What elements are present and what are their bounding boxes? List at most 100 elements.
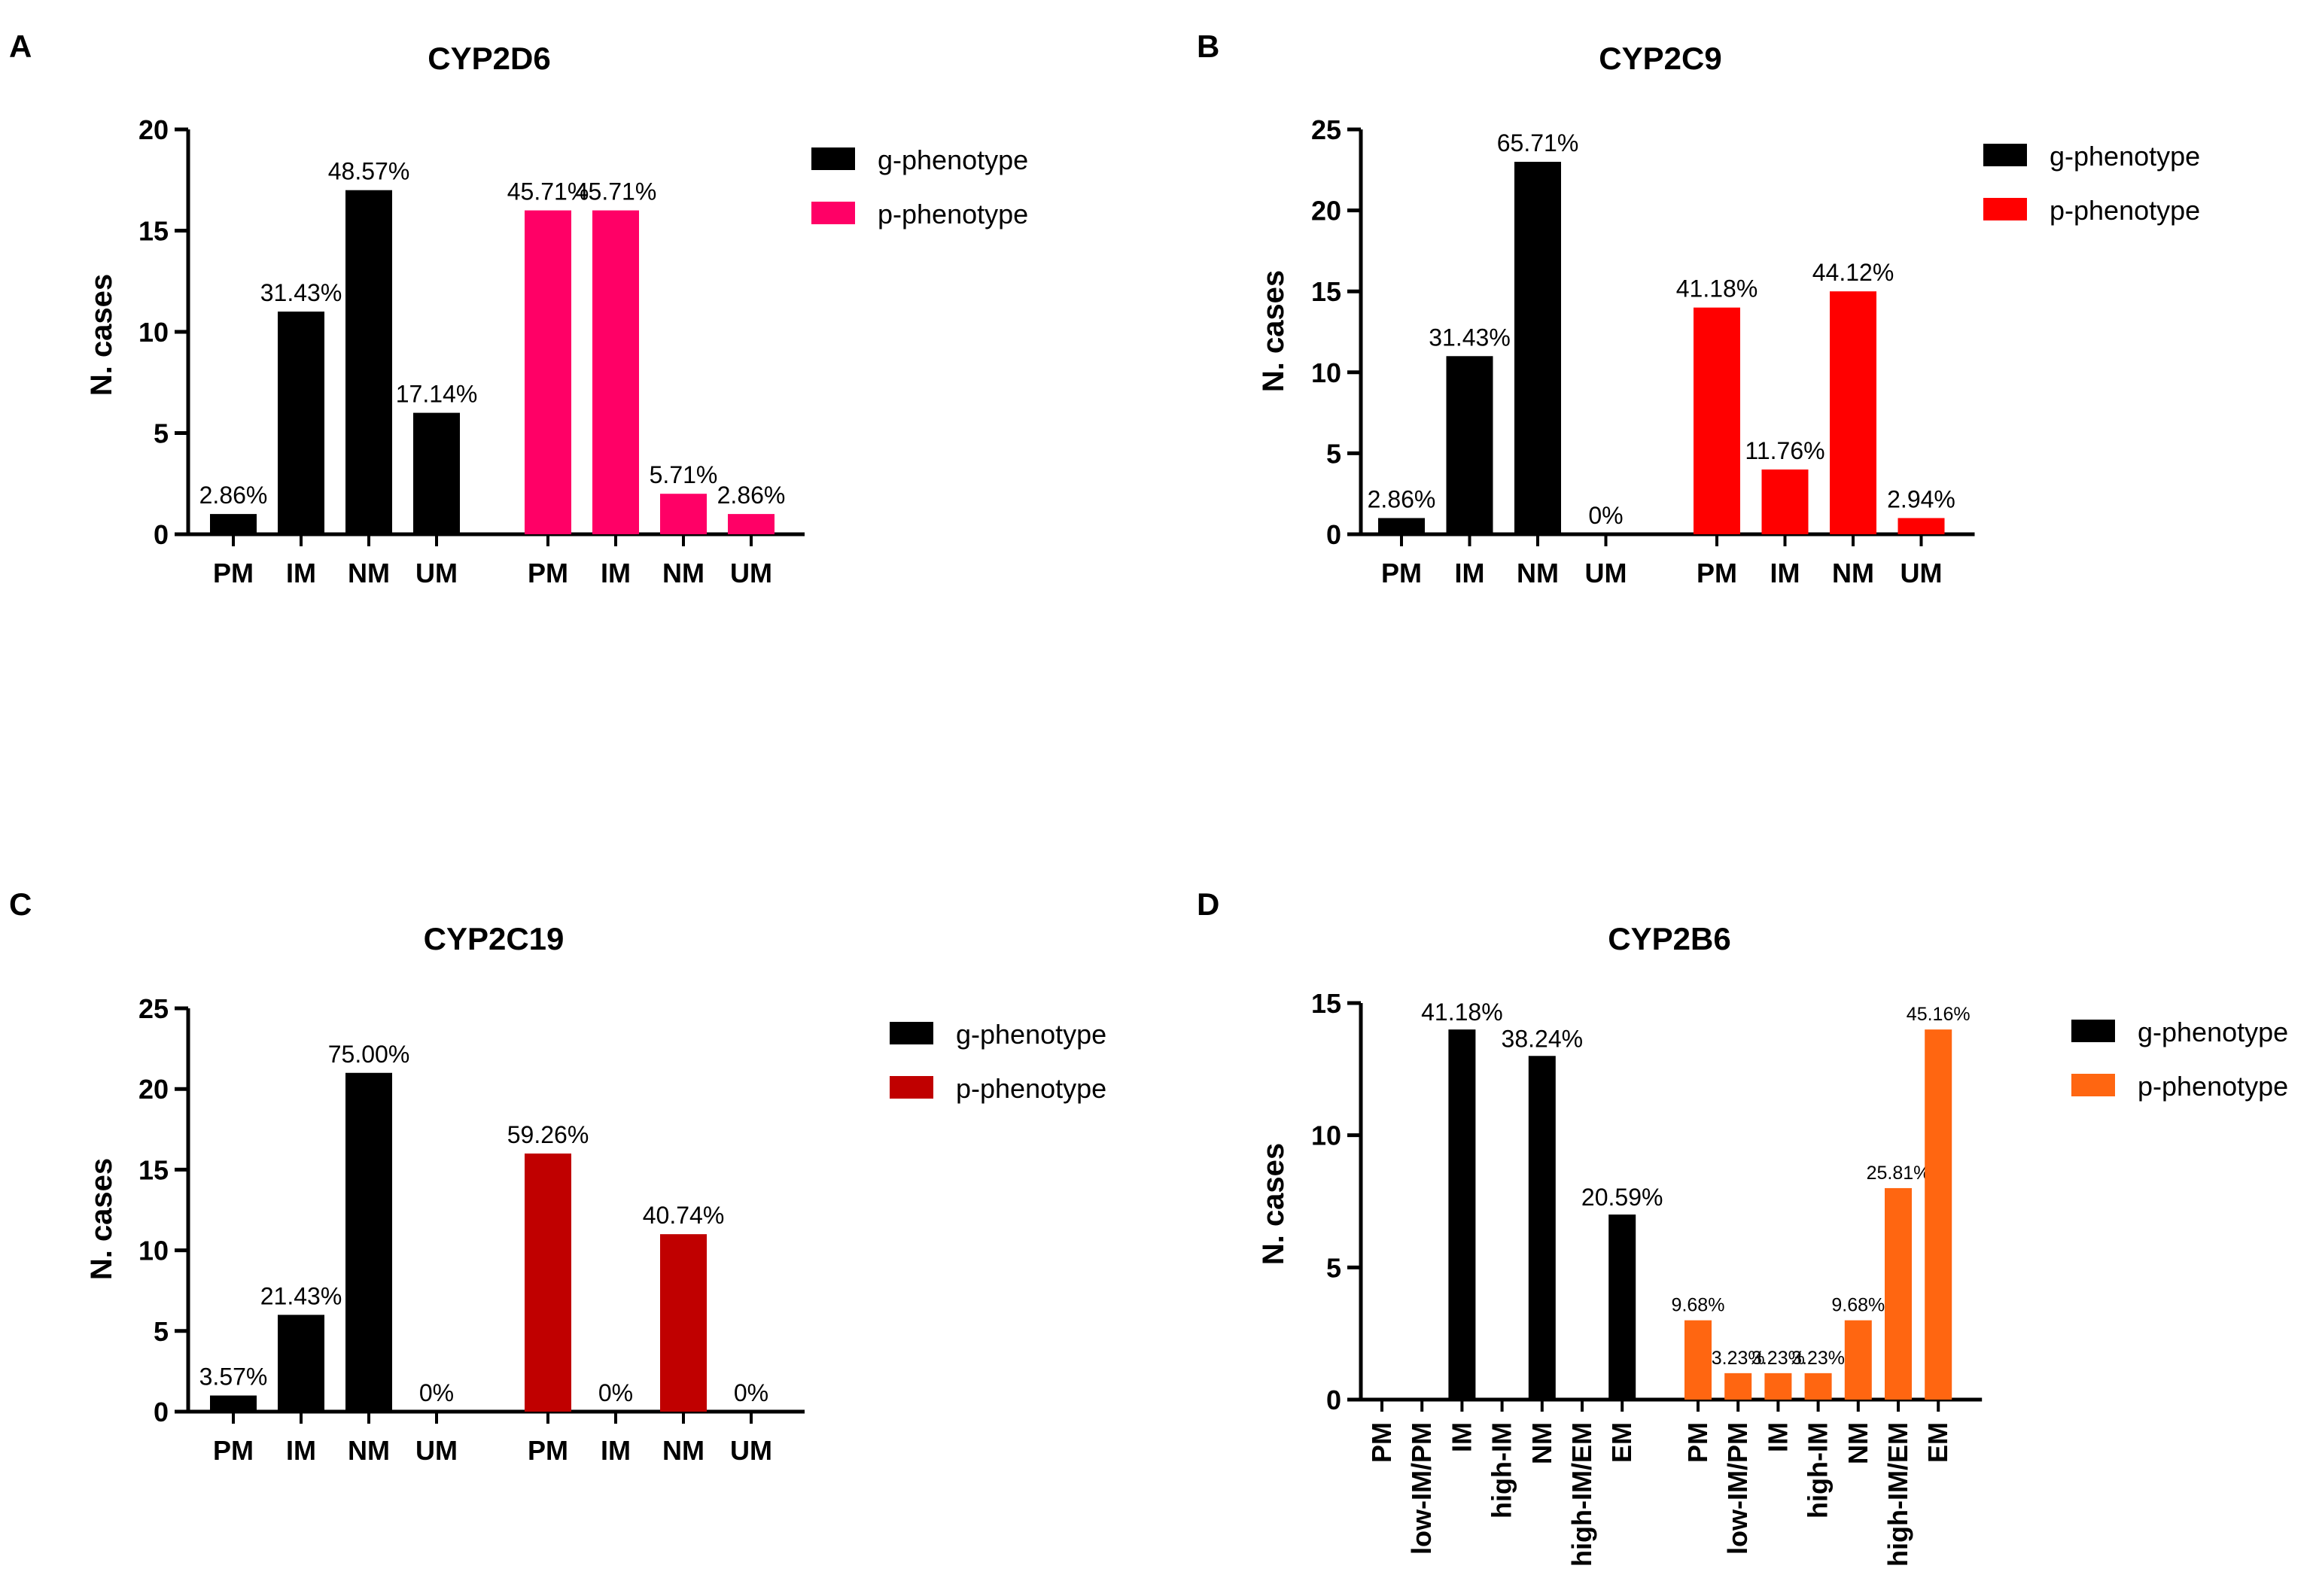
bar-p-pm-a (525, 210, 571, 534)
data-label-p-a: 5.71% (650, 461, 718, 488)
chart-title-a: CYP2D6 (428, 41, 550, 76)
y-tick-label-d: 5 (1326, 1252, 1341, 1283)
y-tick-label-a: 5 (154, 418, 169, 449)
y-tick-label-b: 0 (1326, 519, 1341, 550)
x-tick-label-d: PM (1366, 1422, 1397, 1463)
legend-label-g-b: g-phenotype (2050, 141, 2200, 172)
x-tick-label-d: high-IM/EM (1882, 1422, 1913, 1567)
panel-letter-b: B (1197, 29, 1219, 64)
data-label-g-c: 0% (419, 1379, 454, 1406)
legend-swatch-g-c (890, 1022, 933, 1044)
data-label-p-c: 0% (734, 1379, 768, 1406)
bar-g-im-b (1446, 356, 1493, 534)
legend-swatch-g-a (811, 147, 855, 170)
plot-area-b: 0 5 10 15 20 25 PM 2.86% IM 31.43% NM 65.71% UM 0% PM 4… (1311, 114, 1975, 588)
panel-d: D CYP2B6 N. cases 0 5 10 15 PM low-IM/PM IM 41.… (1197, 886, 2288, 1567)
bar-p-um-a (728, 514, 775, 534)
x-tick-label-c: UM (730, 1435, 772, 1466)
x-tick-label-b: IM (1770, 558, 1800, 588)
y-tick-label-d: 10 (1311, 1120, 1341, 1151)
y-tick-label-b: 20 (1311, 196, 1341, 226)
data-label-g-a: 17.14% (396, 381, 478, 408)
x-tick-label-a: PM (528, 558, 568, 588)
bar-p-pm-c (525, 1153, 571, 1412)
legend-a: g-phenotype p-phenotype (811, 144, 1028, 230)
data-label-g-d: 38.24% (1502, 1025, 1584, 1052)
legend-swatch-g-d (2071, 1020, 2115, 1042)
x-tick-label-b: PM (1697, 558, 1737, 588)
bar-p-im-d (1764, 1373, 1792, 1400)
data-label-p-d: 3.23% (1791, 1348, 1845, 1369)
bar-p-im-b (1761, 469, 1809, 534)
bar-p-em-d (1925, 1029, 1952, 1400)
x-tick-label-c: NM (662, 1435, 705, 1466)
x-tick-label-c: PM (213, 1435, 254, 1466)
legend-label-p-b: p-phenotype (2050, 195, 2200, 226)
bar-g-um-a (413, 412, 460, 534)
plot-area-a: 0 5 10 15 20 PM 2.86% IM 31.43% NM 48.57% UM 17.14% P… (138, 114, 805, 588)
legend-b: g-phenotype p-phenotype (1983, 141, 2200, 226)
legend-swatch-p-c (890, 1076, 933, 1099)
panel-b: B CYP2C9 N. cases 0 5 10 15 20 25 PM 2.86% IM 31.… (1197, 29, 2200, 588)
data-label-g-a: 31.43% (260, 279, 342, 306)
data-label-p-c: 40.74% (643, 1202, 725, 1229)
y-tick-label-a: 10 (138, 317, 169, 348)
legend-label-g-c: g-phenotype (956, 1019, 1106, 1050)
data-label-p-b: 2.94% (1887, 485, 1955, 512)
x-tick-label-c: NM (348, 1435, 390, 1466)
x-tick-label-d: PM (1682, 1422, 1713, 1463)
x-tick-label-b: NM (1832, 558, 1874, 588)
y-tick-label-c: 20 (138, 1074, 169, 1105)
bar-p-nm-b (1830, 291, 1876, 534)
bar-p-nm-a (660, 494, 707, 534)
data-label-p-a: 2.86% (717, 482, 786, 509)
panel-a: A CYP2D6 N. cases 0 5 10 15 20 PM 2.86% IM 31.43… (9, 29, 1028, 588)
x-tick-label-d: EM (1922, 1422, 1953, 1463)
legend-swatch-p-b (1983, 198, 2027, 220)
y-tick-label-c: 0 (154, 1397, 169, 1427)
x-tick-label-d: low-IM/PM (1722, 1422, 1753, 1555)
data-label-p-d: 3.23% (1751, 1348, 1805, 1369)
y-axis-label-b: N. cases (1257, 270, 1290, 392)
x-tick-label-a: IM (286, 558, 316, 588)
plot-area-d: 0 5 10 15 PM low-IM/PM IM 41.18% high-IM NM 38.24%… (1311, 988, 1983, 1567)
y-tick-label-c: 10 (138, 1236, 169, 1266)
chart-title-d: CYP2B6 (1608, 921, 1730, 956)
data-label-g-b: 2.86% (1368, 485, 1436, 512)
bar-g-pm-a (210, 514, 257, 534)
bar-g-im-c (278, 1315, 324, 1412)
data-label-p-d: 9.68% (1672, 1295, 1725, 1316)
bar-p-pm-d (1684, 1320, 1712, 1400)
y-axis-label-d: N. cases (1257, 1143, 1290, 1265)
x-tick-label-c: IM (601, 1435, 631, 1466)
x-tick-label-b: IM (1455, 558, 1485, 588)
x-tick-label-a: NM (662, 558, 705, 588)
y-tick-label-d: 15 (1311, 988, 1341, 1019)
bar-g-im-a (278, 312, 324, 534)
legend-label-g-d: g-phenotype (2138, 1017, 2288, 1047)
legend-swatch-p-d (2071, 1074, 2115, 1096)
data-label-p-d: 3.23% (1712, 1348, 1765, 1369)
y-tick-label-a: 20 (138, 114, 169, 145)
panel-letter-c: C (9, 886, 32, 922)
x-tick-label-a: NM (348, 558, 390, 588)
data-label-p-d: 9.68% (1831, 1295, 1885, 1316)
x-tick-label-c: UM (415, 1435, 458, 1466)
y-tick-label-b: 15 (1311, 276, 1341, 307)
bar-p-pm-b (1694, 307, 1740, 534)
data-label-g-c: 3.57% (199, 1363, 268, 1391)
legend-swatch-p-a (811, 202, 855, 224)
x-tick-label-d: NM (1526, 1422, 1557, 1464)
data-label-p-b: 41.18% (1676, 275, 1758, 302)
data-label-p-b: 11.76% (1745, 437, 1824, 464)
x-tick-label-d: IM (1762, 1422, 1793, 1452)
panel-letter-d: D (1197, 886, 1219, 922)
bar-g-nm-d (1528, 1056, 1556, 1400)
chart-title-b: CYP2C9 (1599, 41, 1721, 76)
data-label-g-b: 31.43% (1429, 324, 1511, 351)
bar-g-pm-b (1378, 518, 1425, 534)
data-label-g-c: 75.00% (328, 1041, 410, 1068)
x-tick-label-a: IM (601, 558, 631, 588)
legend-c: g-phenotype p-phenotype (890, 1019, 1106, 1104)
